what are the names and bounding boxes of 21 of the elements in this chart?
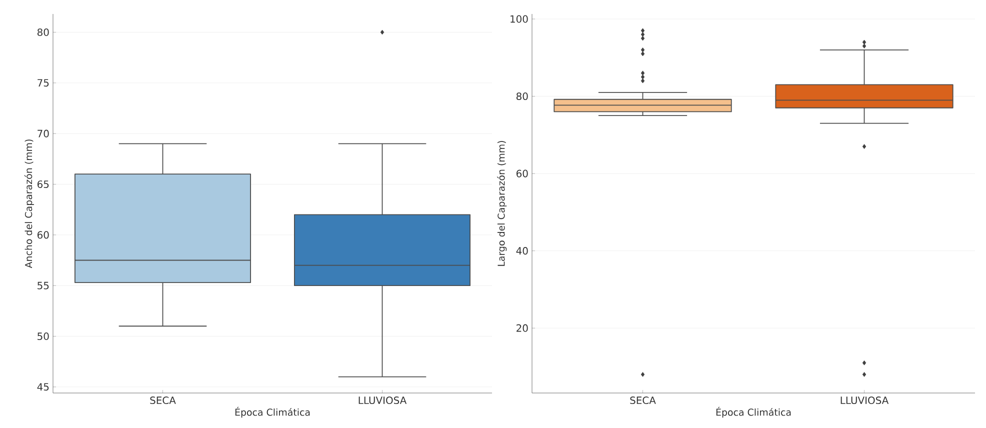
x-tick-label: LLUVIOSA <box>358 396 407 404</box>
y-tick-label: 75 <box>38 79 49 87</box>
y-tick-label: 50 <box>38 332 49 340</box>
x-axis-title: Época Climática <box>716 406 791 418</box>
x-tick-label: LLUVIOSA <box>840 396 889 404</box>
x-tick-label: SECA <box>630 396 656 404</box>
y-axis-title: Largo del Caparazón (mm) <box>497 141 507 266</box>
y-tick-label: 100 <box>510 15 528 23</box>
y-tick-label: 65 <box>38 180 49 188</box>
y-tick-label: 80 <box>516 92 528 100</box>
y-tick-label: 60 <box>516 170 528 178</box>
y-tick-label: 80 <box>37 28 49 36</box>
y-axis-title: Ancho del Caparazón (mm) <box>24 140 34 268</box>
y-tick-label: 60 <box>38 231 49 239</box>
x-tick-label: SECA <box>150 396 176 404</box>
y-tick-label: 55 <box>38 282 49 290</box>
y-tick-label: 20 <box>516 324 528 332</box>
x-axis-title: Época Climática <box>235 406 310 418</box>
y-tick-label: 45 <box>37 383 49 391</box>
y-tick-label: 70 <box>38 130 49 138</box>
y-tick-label: 40 <box>516 247 528 255</box>
